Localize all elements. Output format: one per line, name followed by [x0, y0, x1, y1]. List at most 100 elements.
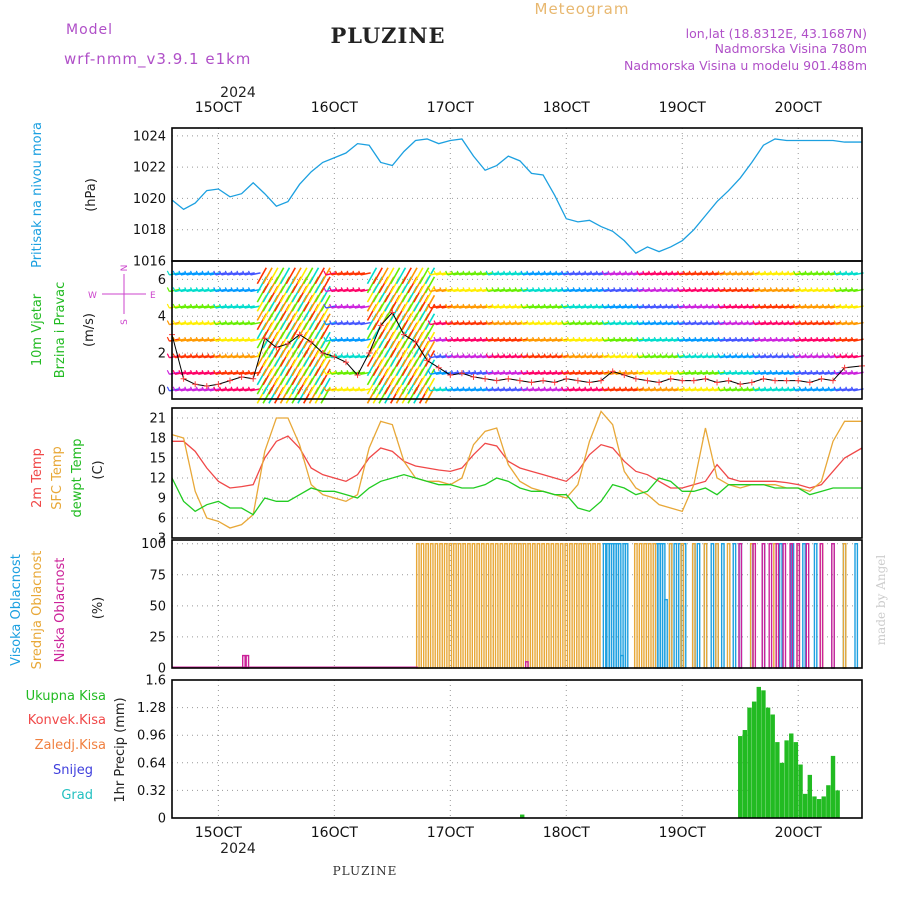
- wind-barb: [781, 369, 785, 375]
- wind-barb: [462, 353, 466, 358]
- wind-barb: [566, 336, 570, 342]
- wind-barb: [827, 287, 831, 292]
- wind-barb: [566, 320, 570, 325]
- wind-barb: [740, 320, 744, 325]
- wind-barb: [247, 353, 252, 358]
- ytick-label: 0.64: [137, 756, 166, 771]
- wind-barb: [677, 336, 681, 342]
- wind-barb: [816, 353, 820, 358]
- wind-barb: [723, 336, 727, 342]
- wind-barb: [537, 270, 541, 276]
- ytick-label: 1.28: [137, 701, 166, 716]
- wind-barb: [833, 336, 837, 342]
- wind-barb: [717, 369, 721, 375]
- bottom-tick-label: 19OCT: [659, 825, 707, 841]
- wind-barb: [816, 287, 820, 292]
- wind-barb: [242, 287, 246, 292]
- wind-barb: [532, 369, 536, 375]
- wind-barb: [549, 369, 553, 375]
- wind-barb: [213, 303, 217, 309]
- wind-barb: [758, 369, 762, 375]
- wind-barb: [340, 270, 344, 276]
- wind-legend-e: E: [150, 291, 156, 301]
- wind-barb: [555, 369, 559, 375]
- wind-barb: [688, 386, 692, 392]
- wind-barb: [224, 386, 228, 392]
- wind-barb: [682, 320, 686, 325]
- wind-barb: [752, 270, 756, 276]
- wind-barb: [407, 267, 418, 285]
- wind-barb: [764, 336, 768, 342]
- wind-barb: [532, 287, 536, 292]
- wind-barb: [677, 287, 681, 292]
- cloud-ylabel-low: Niska Oblacnost: [53, 558, 68, 663]
- wind-barb: [793, 336, 797, 342]
- wind-barb: [358, 303, 362, 309]
- wind-barb: [845, 303, 849, 309]
- precip-bar: [770, 714, 775, 818]
- wind-barb: [845, 287, 849, 292]
- wind-barb: [329, 336, 333, 342]
- wind-barb: [485, 353, 489, 358]
- wind-barb: [543, 386, 547, 392]
- wind-barb: [793, 353, 797, 358]
- wind-barb: [329, 303, 333, 309]
- wind-barb: [334, 336, 339, 342]
- wind-barb: [584, 386, 588, 392]
- wind-barb: [279, 267, 291, 285]
- wind-barb: [700, 336, 704, 342]
- wind-barb: [474, 303, 478, 309]
- wind-barb: [746, 303, 750, 309]
- wind-barb: [172, 303, 176, 309]
- ytick-label: 18: [149, 432, 166, 447]
- ytick-label: 50: [149, 599, 166, 614]
- wind-barb: [572, 386, 576, 392]
- wind-barb: [537, 353, 541, 358]
- wind-barb: [189, 287, 194, 292]
- wind-barb: [189, 270, 194, 276]
- wind-barb: [508, 320, 512, 325]
- panel-frame: [171, 679, 863, 819]
- wind-barb: [213, 287, 217, 292]
- wind-barb: [378, 267, 389, 285]
- wind-barb: [764, 369, 768, 375]
- wind-barb: [485, 320, 489, 325]
- wind-barb: [601, 320, 605, 325]
- wind-barb: [711, 270, 715, 276]
- wind-barb: [659, 320, 663, 325]
- elevation-label: Nadmorska Visina 780m: [715, 41, 867, 56]
- wind-barb: [207, 320, 211, 325]
- wind-barb: [224, 336, 228, 342]
- wind-barb: [613, 386, 617, 392]
- wind-barb: [340, 303, 344, 309]
- wind-barb: [566, 386, 570, 392]
- wind-barb: [555, 270, 559, 276]
- wind-barb: [532, 270, 536, 276]
- wind-barb: [607, 353, 611, 358]
- wind-barb: [549, 287, 553, 292]
- wind-barb: [566, 303, 570, 309]
- wind-barb: [769, 320, 773, 325]
- wind-barb: [178, 369, 182, 375]
- wind-barb: [207, 386, 211, 392]
- wind-barb: [532, 386, 536, 392]
- wind-barb: [595, 336, 599, 342]
- wind-barb: [462, 386, 466, 392]
- wind-barb: [247, 303, 252, 309]
- precip-bar: [738, 736, 743, 818]
- wind-barb: [624, 270, 628, 276]
- wind-barb: [201, 336, 205, 342]
- wind-barb: [659, 270, 663, 276]
- wind-barb: [360, 305, 371, 309]
- wind-barb: [642, 320, 646, 325]
- wind-barb: [320, 276, 331, 294]
- top-tick-label: 16OCT: [311, 100, 359, 116]
- temp-2m-line: [172, 435, 863, 489]
- wind-barb: [769, 369, 773, 375]
- wind-barb: [642, 369, 646, 375]
- wind-barb: [230, 320, 234, 325]
- wind-barb: [329, 320, 333, 325]
- wind-barb: [711, 369, 715, 375]
- wind-barb: [166, 320, 170, 325]
- wind-barb: [578, 386, 582, 392]
